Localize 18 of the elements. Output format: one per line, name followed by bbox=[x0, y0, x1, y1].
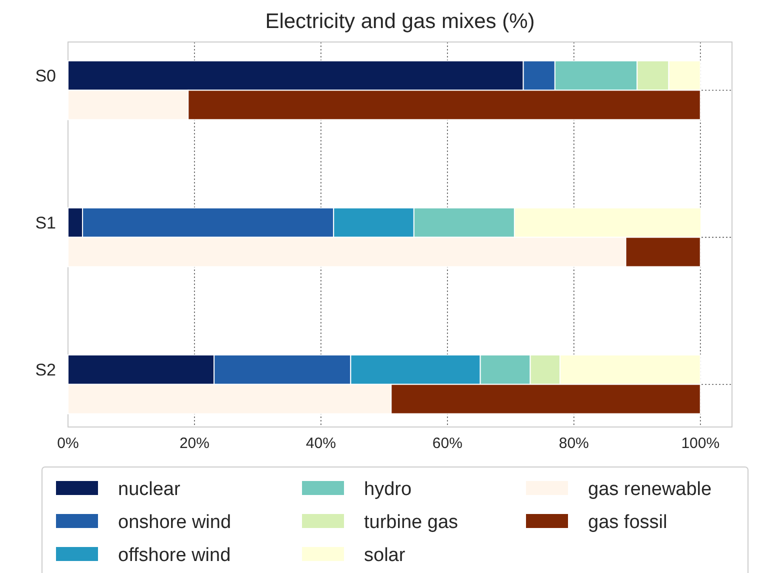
legend-label: turbine gas bbox=[364, 512, 458, 533]
legend-label: nuclear bbox=[118, 479, 181, 500]
y-tick-label: S1 bbox=[35, 214, 56, 233]
x-tick-label: 80% bbox=[558, 435, 589, 452]
y-tick-label: S2 bbox=[35, 360, 56, 380]
legend-label: gas renewable bbox=[588, 479, 712, 500]
chart-title: Electricity and gas mixes (%) bbox=[265, 10, 535, 33]
legend-label: offshore wind bbox=[118, 545, 231, 566]
x-tick-label: 40% bbox=[306, 435, 336, 452]
x-tick-label: 20% bbox=[179, 435, 210, 452]
legend-label: onshore wind bbox=[118, 512, 232, 533]
legend-label: solar bbox=[364, 545, 406, 566]
x-tick-label: 100% bbox=[681, 435, 720, 452]
legend-label: gas fossil bbox=[588, 512, 668, 533]
x-tick-label: 60% bbox=[432, 435, 462, 452]
y-tick-label: S0 bbox=[35, 66, 56, 86]
legend-label: hydro bbox=[364, 479, 412, 500]
x-tick-label: 0% bbox=[57, 435, 79, 452]
